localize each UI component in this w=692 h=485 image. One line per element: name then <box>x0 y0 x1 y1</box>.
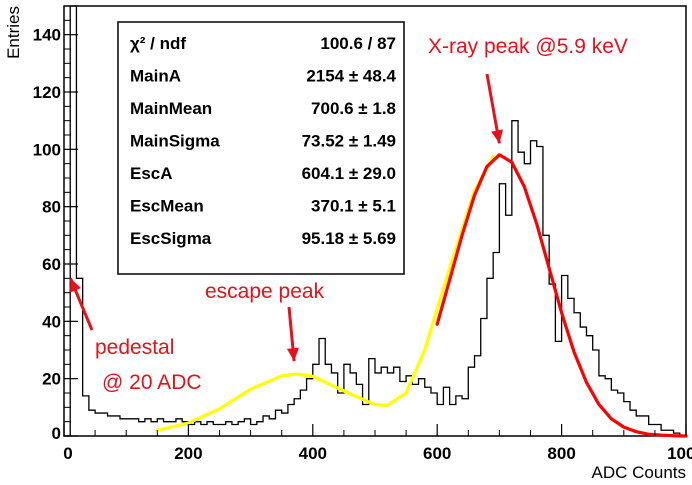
fit-main-curve <box>435 153 688 438</box>
x-tick-label: 800 <box>547 444 575 463</box>
annotation-arrowhead <box>491 129 504 144</box>
annotation-label: X-ray peak @5.9 keV <box>428 35 628 58</box>
y-tick-label: 100 <box>33 140 61 159</box>
stats-row-name: MainMean <box>130 99 212 118</box>
histogram-layer <box>64 5 686 437</box>
y-tick-label: 140 <box>33 26 61 45</box>
annotation-label: escape peak <box>205 280 325 303</box>
stats-row-value: 604.1 ± 29.0 <box>302 164 396 183</box>
x-tick-label: 0 <box>63 444 72 463</box>
histogram-series <box>64 5 686 437</box>
stats-row-value: 73.52 ± 1.49 <box>302 132 396 151</box>
y-tick-label: 80 <box>42 198 61 217</box>
stats-row-value: 370.1 ± 5.1 <box>311 197 396 216</box>
annotation-arrowhead <box>286 347 299 362</box>
fit-curves-layer <box>155 153 688 438</box>
annotation-label: pedestal <box>95 336 174 359</box>
annotations-layer: X-ray peak @5.9 keV escape peak pedestal @ … <box>69 35 628 394</box>
stats-row-value: 95.18 ± 5.69 <box>302 229 396 248</box>
stats-row-name: EscA <box>130 164 173 183</box>
stats-row-value: 700.6 ± 1.8 <box>311 99 396 118</box>
x-tick-label: 200 <box>174 444 202 463</box>
y-tick-label: 20 <box>42 370 61 389</box>
annotation-arrowhead <box>69 278 81 293</box>
x-tick-label: 400 <box>299 444 327 463</box>
x-tick-label: 600 <box>423 444 451 463</box>
fit-escape-curve <box>155 348 427 432</box>
y-tick-label: 0 <box>52 424 61 443</box>
stats-box: χ² / ndf 100.6 / 87 MainA 2154 ± 48.4 MainMe… <box>117 21 405 275</box>
stats-row-name: EscMean <box>130 197 204 216</box>
stats-row-name: MainA <box>130 67 181 86</box>
stats-row-name: MainSigma <box>130 132 220 151</box>
y-tick-label: 120 <box>33 83 61 102</box>
stats-row-name: χ² / ndf <box>130 34 186 53</box>
stats-row-value: 2154 ± 48.4 <box>306 67 396 86</box>
stats-row-value: 100.6 / 87 <box>320 34 396 53</box>
y-tick-label: 60 <box>42 255 61 274</box>
y-axis-title: Entries <box>4 6 23 59</box>
x-axis-title: ADC Counts <box>592 463 686 482</box>
y-tick-label: 40 <box>42 312 61 331</box>
annotation-label: @ 20 ADC <box>102 371 202 394</box>
stats-rows: χ² / ndf 100.6 / 87 MainA 2154 ± 48.4 MainMe… <box>130 34 397 248</box>
stats-box-frame <box>117 21 405 275</box>
stats-row-name: EscSigma <box>130 229 212 248</box>
